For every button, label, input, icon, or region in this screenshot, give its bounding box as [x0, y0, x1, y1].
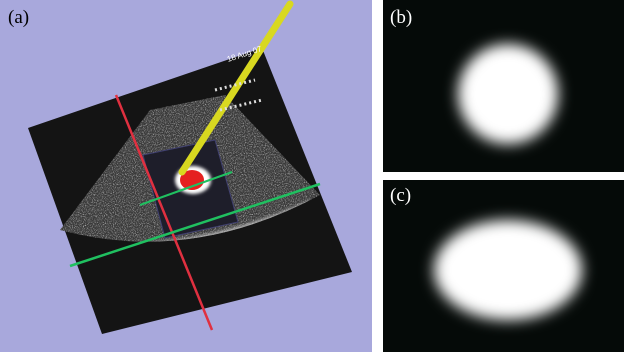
panel-c: (c) — [383, 180, 624, 352]
panel-label: (b) — [390, 7, 412, 28]
panel-b: (b) — [383, 0, 624, 172]
blob — [458, 44, 558, 144]
blob — [434, 220, 582, 320]
panel-label: (a) — [8, 7, 29, 28]
panel-a: 18 Aug 07 (a) — [0, 0, 372, 352]
figure: 18 Aug 07 (a) (b) (c) — [0, 0, 624, 352]
panel-label: (c) — [390, 185, 411, 206]
